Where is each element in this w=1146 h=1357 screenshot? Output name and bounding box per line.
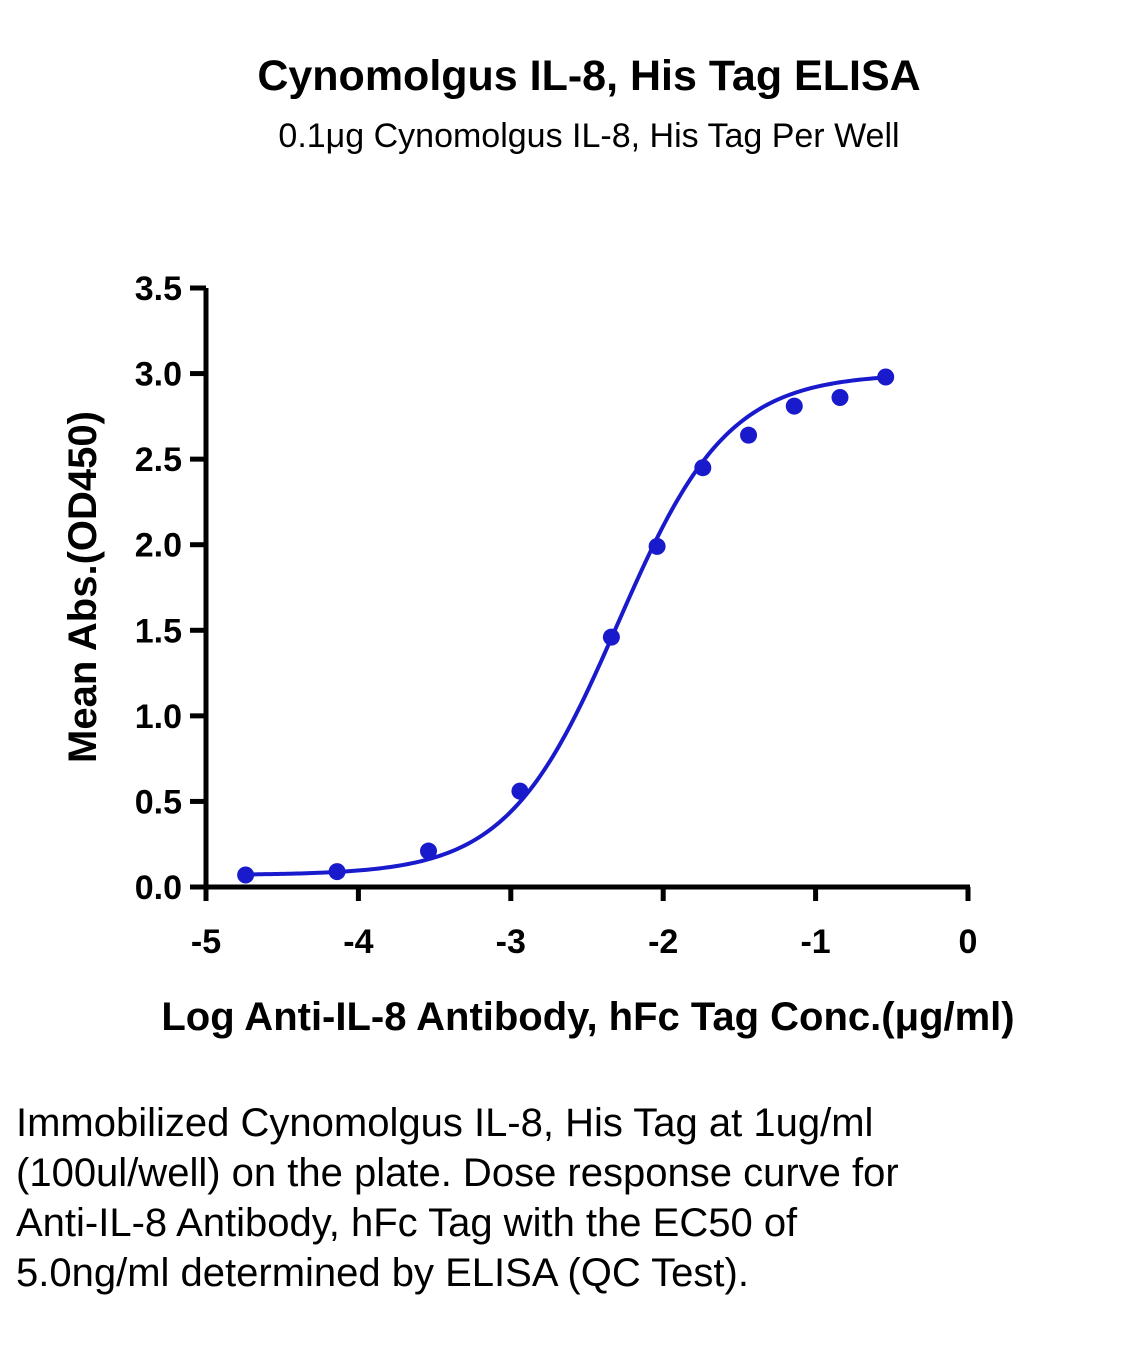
data-point	[694, 459, 712, 477]
data-point	[740, 426, 758, 444]
x-tick-label: -3	[496, 923, 526, 961]
x-tick-label: 0	[959, 923, 978, 961]
y-tick-label: 0.0	[135, 869, 182, 907]
x-tick-label: -1	[800, 923, 830, 961]
data-point	[511, 782, 529, 800]
fit-curve	[245, 375, 886, 877]
y-tick-label: 2.0	[135, 527, 182, 565]
y-tick-label: 3.0	[135, 356, 182, 394]
chart-title: Cynomolgus IL-8, His Tag ELISA	[257, 52, 921, 100]
x-axis-title: Log Anti-IL-8 Antibody, hFc Tag Conc.(μg…	[161, 995, 1014, 1039]
chart-ticks: -5 -4 -3 -2 -1 0 0.0 0.5 1.0 1.5 2.0 2.5 3.0 3.5	[135, 270, 978, 961]
figure-caption: Immobilized Cynomolgus IL-8, His Tag at …	[16, 1101, 899, 1295]
y-tick-label: 1.5	[135, 612, 182, 650]
y-tick-label: 2.5	[135, 441, 182, 479]
x-tick-label: -2	[648, 923, 678, 961]
data-point	[602, 628, 620, 646]
data-points	[237, 368, 895, 884]
data-point	[785, 397, 803, 415]
x-tick-label: -4	[343, 923, 373, 961]
elisa-chart: -5 -4 -3 -2 -1 0 0.0 0.5 1.0 1.5 2.0 2.5 3.0 3.5 Log …	[61, 270, 1015, 1039]
y-tick-label: 1.0	[135, 698, 182, 736]
data-point	[328, 863, 346, 881]
data-point	[420, 842, 438, 860]
chart-axes	[203, 288, 970, 890]
chart-subtitle: 0.1μg Cynomolgus IL-8, His Tag Per Well	[278, 117, 900, 155]
data-point	[831, 389, 849, 407]
fit-curve-group	[245, 375, 886, 877]
y-axis-title: Mean Abs.(OD450)	[61, 411, 105, 763]
data-point	[237, 866, 255, 884]
data-point	[648, 537, 666, 555]
y-tick-label: 0.5	[135, 783, 182, 821]
x-tick-label: -5	[191, 923, 221, 961]
data-point	[877, 368, 895, 386]
y-tick-label: 3.5	[135, 270, 182, 308]
